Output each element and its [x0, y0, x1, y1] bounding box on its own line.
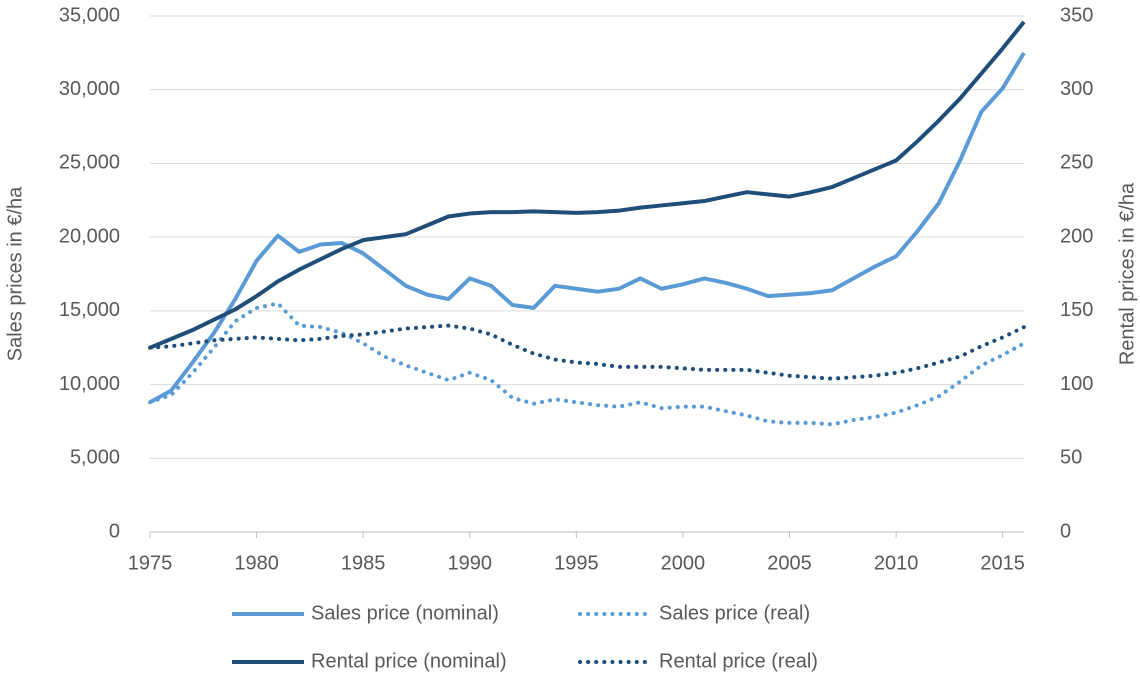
y2-tick-label: 300	[1060, 78, 1093, 100]
series-line	[149, 20, 1026, 350]
y2-tick-label: 50	[1060, 447, 1082, 469]
y-tick-label: 10,000	[59, 373, 120, 395]
legend-label: Sales price (real)	[659, 602, 810, 624]
x-tick-label: 2015	[980, 552, 1025, 574]
series-line	[149, 51, 1026, 405]
y2-tick-label: 350	[1060, 4, 1093, 26]
x-tick-label: 1995	[554, 552, 599, 574]
series-line	[148, 301, 1026, 427]
x-tick-label: 1985	[341, 552, 386, 574]
legend-label: Sales price (nominal)	[311, 602, 499, 624]
y2-tick-label: 100	[1060, 373, 1093, 395]
x-tick-label: 2010	[874, 552, 919, 574]
y2-tick-label: 250	[1060, 152, 1093, 174]
x-tick-label: 2005	[767, 552, 812, 574]
x-tick-label: 1980	[234, 552, 279, 574]
y2-tick-label: 0	[1060, 520, 1071, 542]
series-line	[148, 323, 1026, 381]
x-tick-label: 1990	[448, 552, 493, 574]
y-tick-label: 30,000	[59, 78, 120, 100]
y-axis-label: Sales prices in €/ha	[4, 186, 26, 361]
y-tick-label: 25,000	[59, 152, 120, 174]
y-tick-label: 20,000	[59, 225, 120, 247]
legend-label: Rental price (nominal)	[311, 650, 507, 672]
y2-axis-label: Rental prices in €/ha	[1116, 182, 1138, 365]
y-tick-label: 5,000	[70, 447, 120, 469]
y-tick-label: 35,000	[59, 4, 120, 26]
y-tick-label: 15,000	[59, 299, 120, 321]
x-tick-label: 2000	[661, 552, 706, 574]
y2-tick-label: 150	[1060, 299, 1093, 321]
y2-tick-label: 200	[1060, 225, 1093, 247]
y-tick-label: 0	[109, 520, 120, 542]
legend-label: Rental price (real)	[659, 650, 818, 672]
x-tick-label: 1975	[128, 552, 173, 574]
